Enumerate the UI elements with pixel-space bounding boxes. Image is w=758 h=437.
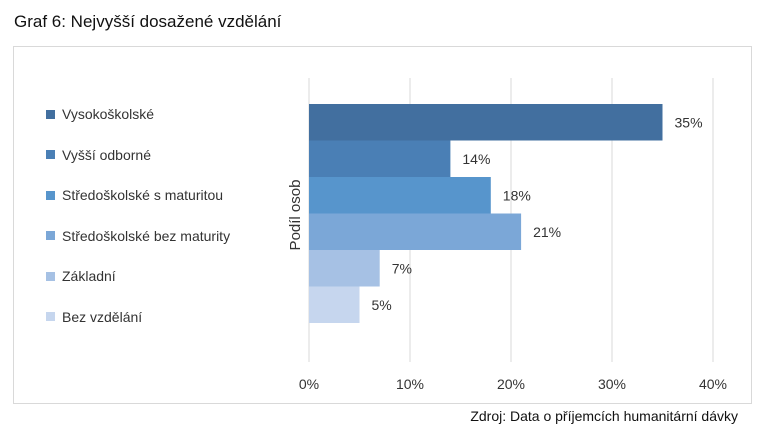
- legend-swatch: [46, 231, 55, 240]
- legend-label: Vysokoškolské: [62, 106, 155, 122]
- bar-5: [309, 286, 360, 323]
- legend-item: Základní: [46, 266, 116, 286]
- bar-3: [309, 213, 522, 250]
- legend-swatch: [46, 271, 55, 281]
- bar-2: [309, 177, 491, 214]
- data-label: 21%: [533, 224, 561, 240]
- x-tick-label: 0%: [299, 376, 319, 392]
- source-note: Zdroj: Data o příjemcích humanitární dáv…: [470, 408, 738, 424]
- x-tick-label: 20%: [497, 376, 525, 392]
- legend-label: Základní: [62, 268, 116, 284]
- legend-label: Bez vzdělání: [62, 308, 143, 325]
- bar-0: [309, 104, 663, 141]
- y-axis-label: Podíl osob: [287, 180, 304, 251]
- x-tick-label: 40%: [699, 376, 727, 392]
- legend-label: Středoškolské bez maturity: [62, 227, 231, 244]
- legend-item: Bez vzdělání: [46, 307, 142, 327]
- legend-item: Středoškolské bez maturity: [46, 226, 230, 246]
- data-label: 14%: [462, 151, 490, 167]
- data-label: 35%: [675, 114, 703, 130]
- x-tick-label: 30%: [598, 376, 626, 392]
- x-tick-label: 10%: [396, 376, 424, 392]
- legend-item: Vysokoškolské: [46, 104, 154, 124]
- data-label: 7%: [392, 260, 412, 276]
- chart-frame: [13, 46, 752, 404]
- data-label: 18%: [503, 187, 531, 203]
- legend-swatch: [46, 312, 55, 321]
- bar-1: [309, 140, 451, 177]
- bar-4: [309, 250, 380, 287]
- data-label: 5%: [372, 297, 392, 313]
- legend-item: Vyšší odborné: [46, 145, 151, 165]
- legend-swatch: [46, 109, 55, 119]
- legend-swatch: [46, 190, 55, 200]
- legend-item: Středoškolské s maturitou: [46, 185, 223, 205]
- legend-swatch: [46, 150, 55, 159]
- chart-title: Graf 6: Nejvyšší dosažené vzdělání: [14, 12, 282, 31]
- legend-label: Vyšší odborné: [62, 146, 151, 163]
- legend-label: Středoškolské s maturitou: [62, 187, 224, 203]
